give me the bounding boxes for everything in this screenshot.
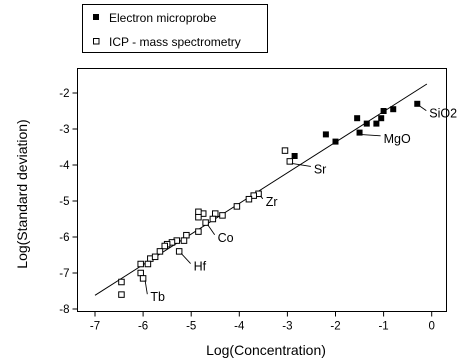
point-icp-mass-spectrometry xyxy=(180,237,188,244)
point-electron-microprobe xyxy=(332,138,339,145)
y-tick-label: -2 xyxy=(59,88,69,100)
annotation-label: Zr xyxy=(266,195,278,209)
point-electron-microprobe xyxy=(378,115,385,122)
point-electron-microprobe xyxy=(356,129,363,136)
point-electron-microprobe xyxy=(363,120,370,127)
annotation-leader xyxy=(361,134,381,137)
point-icp-mass-spectrometry xyxy=(209,215,217,223)
point-electron-microprobe xyxy=(373,120,380,127)
point-electron-microprobe xyxy=(390,106,397,113)
legend-label-icp-mass-spectrometry: ICP - mass spectrometry xyxy=(109,35,241,49)
point-icp-mass-spectrometry xyxy=(144,260,152,268)
point-electron-microprobe xyxy=(414,100,421,107)
point-icp-mass-spectrometry xyxy=(233,203,241,210)
point-icp-mass-spectrometry xyxy=(137,260,144,268)
x-tick-label: -1 xyxy=(378,321,388,333)
y-tick-label: -5 xyxy=(59,196,69,208)
point-icp-mass-spectrometry xyxy=(281,147,289,154)
point-icp-mass-spectrometry xyxy=(137,269,144,277)
y-tick-label: -3 xyxy=(59,124,69,136)
point-icp-mass-spectrometry xyxy=(250,192,257,199)
x-tick-label: -5 xyxy=(186,321,196,333)
y-tick-label: -7 xyxy=(59,268,69,280)
point-electron-microprobe xyxy=(354,115,361,122)
x-tick-label: -3 xyxy=(282,321,292,333)
point-icp-mass-spectrometry xyxy=(202,219,209,226)
legend-marker-electron-microprobe xyxy=(93,14,99,20)
x-tick-label: 0 xyxy=(428,321,434,333)
annotation-leader xyxy=(419,105,427,111)
legend: Electron microprobe ICP - mass spectrome… xyxy=(82,4,268,53)
point-icp-mass-spectrometry xyxy=(175,248,183,255)
annotation-label: Hf xyxy=(194,260,207,274)
point-icp-mass-spectrometry xyxy=(156,248,164,255)
point-icp-mass-spectrometry xyxy=(118,291,125,298)
annotation-leader xyxy=(260,195,264,200)
x-tick-label: -4 xyxy=(234,321,245,333)
point-electron-microprobe xyxy=(380,108,387,114)
point-icp-mass-spectrometry xyxy=(195,213,202,221)
legend-box xyxy=(82,4,268,53)
annotation-leader xyxy=(180,253,191,264)
x-axis: -7 -6 -5 -4 -3 -2 -1 0 xyxy=(90,311,435,333)
annotation-leader xyxy=(144,280,148,295)
point-electron-microprobe xyxy=(291,153,298,159)
y-axis: -8 -7 -6 -5 -4 -3 -2 xyxy=(59,88,78,316)
annotation-leader xyxy=(291,162,311,167)
point-icp-mass-spectrometry xyxy=(219,212,226,219)
point-icp-mass-spectrometry xyxy=(286,158,294,165)
point-electron-microprobe xyxy=(322,131,329,138)
x-tick-label: -7 xyxy=(90,321,100,333)
points-layer xyxy=(118,100,421,298)
annotation-label: MgO xyxy=(384,132,411,146)
y-tick-label: -4 xyxy=(59,160,70,172)
annotation-leader xyxy=(207,224,216,236)
legend-marker-icp-mass-spectrometry xyxy=(93,38,100,45)
point-icp-mass-spectrometry xyxy=(151,253,159,261)
point-icp-mass-spectrometry xyxy=(212,210,219,217)
x-tick-label: -2 xyxy=(330,321,340,333)
point-icp-mass-spectrometry xyxy=(245,195,253,203)
x-axis-title: Log(Concentration) xyxy=(206,342,326,358)
point-icp-mass-spectrometry xyxy=(118,278,125,286)
y-axis-title: Log(Standard deviation) xyxy=(14,119,30,268)
point-icp-mass-spectrometry xyxy=(195,208,202,216)
point-icp-mass-spectrometry xyxy=(183,231,190,239)
y-tick-label: -6 xyxy=(59,232,69,244)
annotation-label: Sr xyxy=(314,162,327,176)
legend-label-electron-microprobe: Electron microprobe xyxy=(109,11,217,25)
annotation-label: Co xyxy=(218,231,234,245)
point-icp-mass-spectrometry xyxy=(139,275,147,282)
y-tick-label: -8 xyxy=(59,304,69,316)
annotation-label: SiO2 xyxy=(429,107,457,121)
point-icp-mass-spectrometry xyxy=(161,242,168,250)
annotations-layer: SiO2 MgO Sr Zr Co Hf Tb xyxy=(144,105,457,304)
x-tick-label: -6 xyxy=(138,321,148,333)
plot-frame xyxy=(77,68,447,312)
annotation-label: Tb xyxy=(150,290,165,304)
point-icp-mass-spectrometry xyxy=(195,228,202,235)
